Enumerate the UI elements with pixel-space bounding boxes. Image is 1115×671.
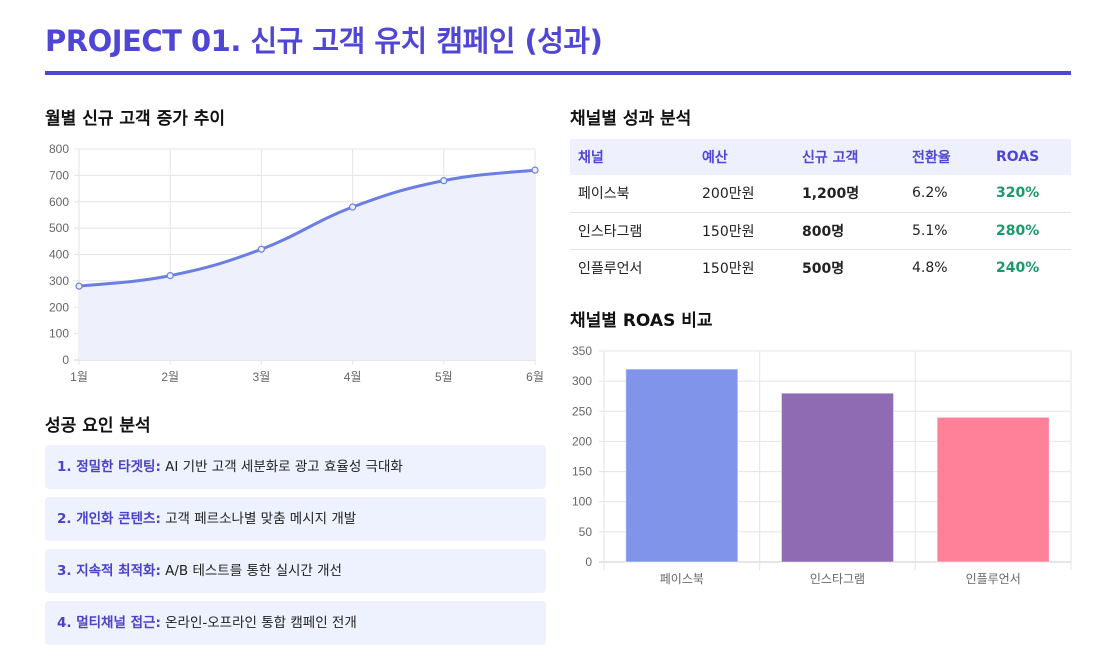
factor-text: 고객 페르소나별 맞춤 메시지 개발 bbox=[160, 511, 357, 527]
x-tick-label: 4월 bbox=[344, 370, 362, 384]
cell-channel: 인플루언서 bbox=[578, 260, 643, 277]
x-tick-label: 인플루언서 bbox=[966, 572, 1021, 586]
y-tick-label: 300 bbox=[572, 374, 592, 388]
data-point bbox=[531, 166, 539, 174]
channel-table: 채널 예산 신규 고객 전환율 ROAS 페이스북 200만원 1,200명 6.2%… bbox=[570, 139, 1071, 286]
y-tick-label: 200 bbox=[49, 300, 69, 314]
cell-channel: 페이스북 bbox=[570, 175, 694, 213]
data-point bbox=[440, 177, 448, 185]
cell-conversion: 6.2% bbox=[904, 175, 988, 213]
factor-label: 4. 멀티채널 접근: bbox=[57, 615, 161, 631]
factor-item: 3. 지속적 최적화: A/B 테스트를 통한 실시간 개선 bbox=[45, 549, 546, 593]
factors-heading: 성공 요인 분석 bbox=[45, 416, 151, 436]
y-tick-label: 0 bbox=[62, 353, 69, 367]
col-header: 예산 bbox=[694, 139, 794, 175]
y-tick-label: 0 bbox=[585, 555, 592, 569]
bar bbox=[936, 416, 1050, 563]
col-header: 채널 bbox=[570, 139, 694, 175]
y-tick-label: 300 bbox=[49, 274, 69, 288]
table-row: 페이스북 200만원 1,200명 6.2% 320% bbox=[570, 175, 1071, 213]
col-header: 전환율 bbox=[904, 139, 988, 175]
trend-heading: 월별 신규 고객 증가 추이 bbox=[45, 109, 226, 129]
bar bbox=[625, 368, 739, 563]
x-tick-label: 인스타그램 bbox=[810, 572, 865, 586]
x-tick-label: 6월 bbox=[526, 370, 544, 384]
y-tick-label: 250 bbox=[572, 404, 592, 418]
y-tick-label: 100 bbox=[572, 495, 592, 509]
factor-text: 온라인-오프라인 통합 캠페인 전개 bbox=[160, 615, 357, 631]
cell-customers: 800명 bbox=[794, 212, 904, 250]
bar-chart: 0 50 100 150 200 250 300 350 페이스북 인스타그램 인플루언서 bbox=[572, 344, 1072, 586]
y-tick-label: 800 bbox=[49, 142, 69, 156]
cell-conversion: 5.1% bbox=[904, 212, 988, 250]
y-tick-label: 700 bbox=[49, 168, 69, 182]
channel-heading: 채널별 성과 분석 bbox=[570, 109, 692, 129]
cell-conversion: 4.8% bbox=[912, 259, 948, 276]
area-fill bbox=[79, 170, 535, 360]
x-tick-label: 2월 bbox=[161, 370, 179, 384]
y-tick-label: 350 bbox=[572, 344, 592, 358]
x-tick-label: 5월 bbox=[435, 370, 453, 384]
factor-item: 1. 정밀한 타겟팅: AI 기반 고객 세분화로 광고 효율성 극대화 bbox=[45, 445, 546, 489]
line-chart: 0 100 200 300 400 500 600 700 800 1월 2월 3월 4월 5월 6월 bbox=[49, 142, 544, 384]
x-tick-label: 1월 bbox=[70, 370, 88, 384]
factor-text: A/B 테스트를 통한 실시간 개선 bbox=[160, 563, 342, 579]
factor-item: 4. 멀티채널 접근: 온라인-오프라인 통합 캠페인 전개 bbox=[45, 601, 546, 645]
x-tick-label: 페이스북 bbox=[660, 572, 704, 586]
y-tick-label: 150 bbox=[572, 465, 592, 479]
data-point bbox=[166, 272, 174, 280]
factor-label: 2. 개인화 콘텐츠: bbox=[57, 511, 161, 527]
bar bbox=[780, 392, 895, 563]
cell-roas: 240% bbox=[996, 259, 1040, 276]
title-divider bbox=[45, 71, 1071, 75]
factor-label: 3. 지속적 최적화: bbox=[57, 563, 161, 579]
y-tick-label: 100 bbox=[49, 327, 69, 341]
table-row: 인스타그램 150만원 800명 5.1% 280% bbox=[570, 212, 1071, 250]
col-header: 신규 고객 bbox=[794, 139, 904, 175]
y-tick-label: 400 bbox=[49, 248, 69, 262]
y-tick-label: 500 bbox=[49, 221, 69, 235]
factor-item: 2. 개인화 콘텐츠: 고객 페르소나별 맞춤 메시지 개발 bbox=[45, 497, 546, 541]
cell-budget: 200만원 bbox=[694, 175, 794, 213]
data-point bbox=[257, 245, 265, 253]
cell-customers: 1,200명 bbox=[794, 175, 904, 213]
table-header-row: 채널 예산 신규 고객 전환율 ROAS bbox=[570, 139, 1071, 175]
cell-roas: 280% bbox=[988, 212, 1071, 250]
factor-text: AI 기반 고객 세분화로 광고 효율성 극대화 bbox=[160, 459, 403, 475]
page-title: PROJECT 01. 신규 고객 유치 캠페인 (성과) bbox=[45, 24, 603, 58]
table-row: 인플루언서 150만원 500명 4.8% 240% bbox=[570, 249, 1071, 286]
x-tick-label: 3월 bbox=[253, 370, 271, 384]
cell-budget: 150만원 bbox=[702, 260, 755, 277]
y-tick-label: 50 bbox=[579, 525, 593, 539]
series-line bbox=[78, 168, 536, 288]
cell-customers: 500명 bbox=[802, 260, 845, 277]
cell-budget: 150만원 bbox=[694, 212, 794, 250]
factor-label: 1. 정밀한 타겟팅: bbox=[57, 459, 161, 475]
y-tick-label: 600 bbox=[49, 195, 69, 209]
y-tick-label: 200 bbox=[572, 434, 592, 448]
roas-heading: 채널별 ROAS 비교 bbox=[570, 311, 713, 331]
cell-roas: 320% bbox=[988, 175, 1071, 213]
data-point bbox=[349, 203, 357, 211]
data-point bbox=[75, 282, 83, 290]
cell-channel: 인스타그램 bbox=[570, 212, 694, 250]
col-header: ROAS bbox=[988, 139, 1071, 175]
